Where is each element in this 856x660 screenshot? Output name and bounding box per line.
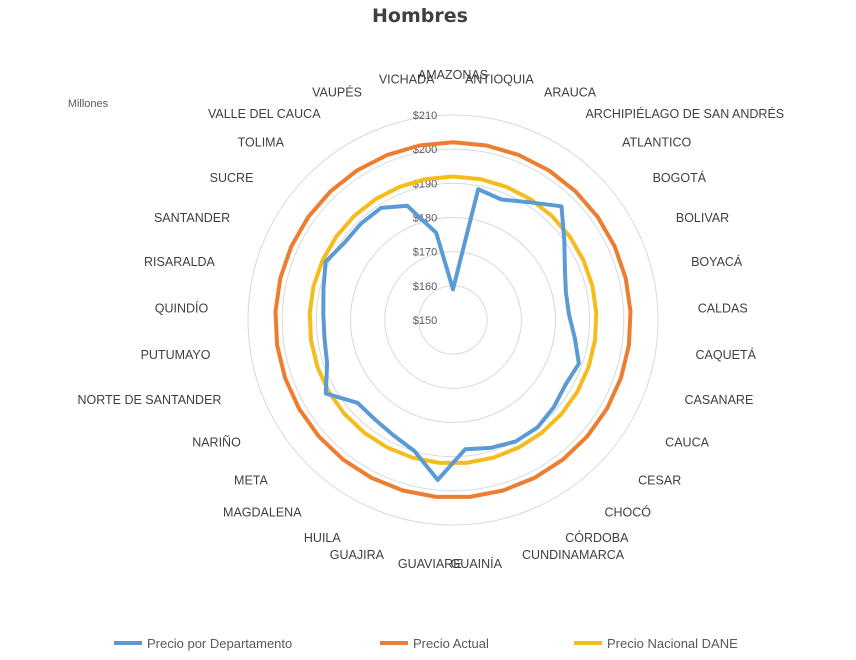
gridline-circle [315,182,591,458]
legend: Precio por Departamento Precio Actual Prec… [114,636,738,651]
category-label: CÓRDOBA [565,530,629,545]
radar-grid [247,114,659,526]
category-label: CAQUETÁ [696,347,757,362]
category-label: BOLIVAR [676,211,729,225]
category-label: VICHADA [379,72,435,86]
category-label: ANTIOQUIA [465,72,534,86]
category-label: BOGOTÁ [653,170,707,185]
gridline-circle [384,251,522,389]
category-label: AMAZONAS [418,68,488,82]
category-label: NORTE DE SANTANDER [77,393,221,407]
gridline-circle [281,148,625,492]
chart-title: Hombres [372,5,468,27]
category-label: SUCRE [210,171,254,185]
tick-label: $170 [413,247,437,259]
category-label: ARCHIPIÉLAGO DE SAN ANDRÉS [585,106,784,121]
gridline-circle [247,114,659,526]
category-label: VALLE DEL CAUCA [208,107,321,121]
category-label: GUAJIRA [330,548,385,562]
category-label: CESAR [638,473,681,487]
tick-label: $160 [413,281,437,293]
units-label: Millones [68,98,109,110]
legend-label: Precio Actual [413,636,489,651]
series-lines [273,140,633,499]
category-label: CASANARE [685,393,754,407]
category-label: SANTANDER [154,211,230,225]
category-label: CHOCÓ [604,505,651,520]
category-label: TOLIMA [238,136,285,150]
category-label: CUNDINAMARCA [522,548,625,562]
legend-label: Precio por Departamento [147,636,292,651]
tick-label: $150 [413,315,437,327]
category-label: GUAVIARE [398,557,462,571]
category-label: QUINDÍO [155,300,209,315]
category-label: META [234,473,268,487]
category-label: BOYACÁ [691,254,743,269]
category-label: GUAINÍA [451,556,503,571]
category-label: NARIÑO [192,436,241,450]
series-line-2 [307,174,599,465]
series-line-1 [273,140,633,499]
category-label: HUILA [304,531,341,545]
category-label: MAGDALENA [223,506,302,520]
category-label: PUTUMAYO [141,348,211,362]
category-label: ARAUCA [544,86,597,100]
category-label: CAUCA [665,436,709,450]
category-label: RISARALDA [144,255,216,269]
gridline-circle [350,217,556,423]
category-label: CALDAS [698,301,748,315]
legend-label: Precio Nacional DANE [607,636,738,651]
category-label: ATLANTICO [622,136,691,150]
tick-label: $210 [413,110,437,122]
series-line-0 [321,187,581,482]
category-label: VAUPÉS [312,85,362,100]
